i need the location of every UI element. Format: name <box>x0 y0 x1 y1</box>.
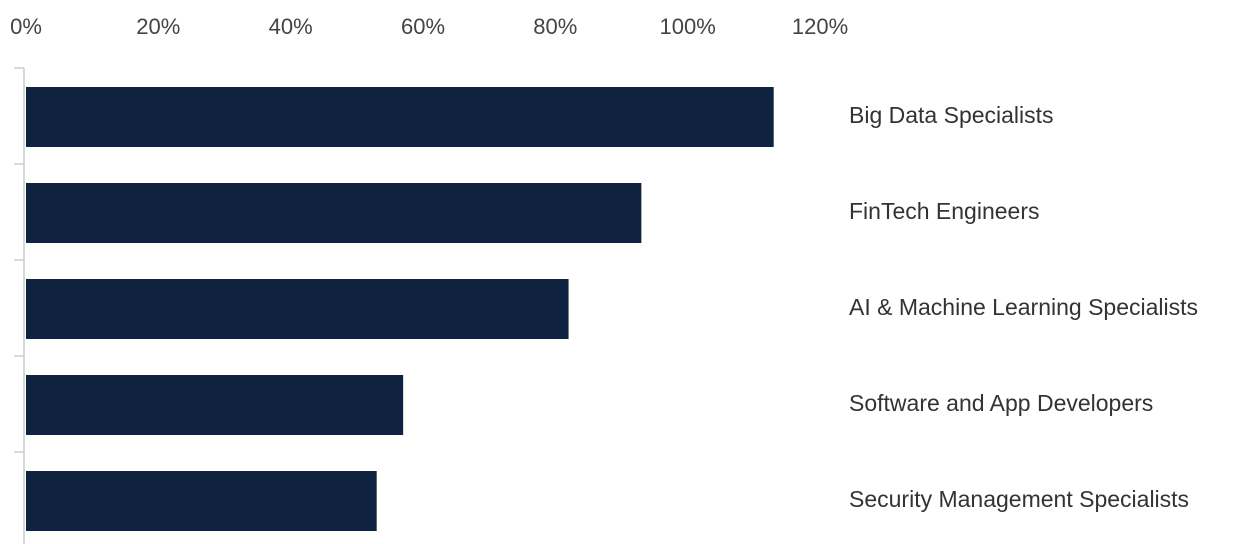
bar <box>26 87 774 147</box>
category-label: FinTech Engineers <box>849 198 1040 224</box>
bar <box>26 279 569 339</box>
bar <box>26 375 404 435</box>
category-label: Software and App Developers <box>849 390 1153 416</box>
category-label: AI & Machine Learning Specialists <box>849 294 1198 320</box>
bar <box>26 471 377 531</box>
x-tick-label: 120% <box>792 14 848 39</box>
x-tick-label: 0% <box>10 14 42 39</box>
x-tick-label: 40% <box>269 14 313 39</box>
x-tick-label: 20% <box>136 14 180 39</box>
x-tick-label: 100% <box>660 14 716 39</box>
x-tick-label: 80% <box>533 14 577 39</box>
category-label: Security Management Specialists <box>849 486 1189 512</box>
category-label: Big Data Specialists <box>849 102 1054 128</box>
x-tick-label: 60% <box>401 14 445 39</box>
bar <box>26 183 642 243</box>
